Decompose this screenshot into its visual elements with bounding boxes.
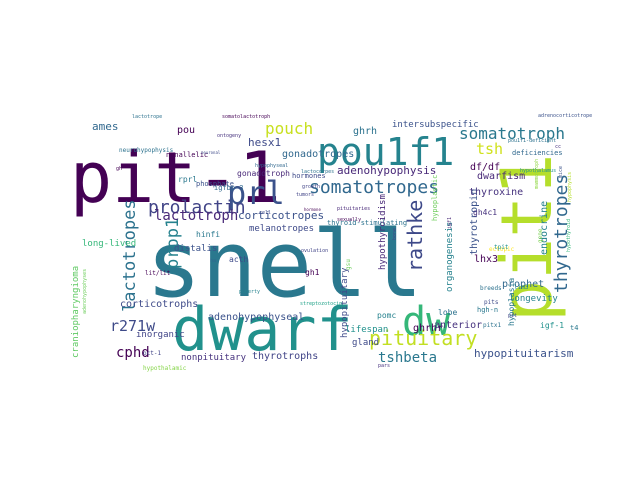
word-sexually: sexually [337, 217, 361, 223]
word-pomc: pomc [377, 311, 396, 320]
word-pituitaries: pituitaries [337, 206, 370, 212]
word-pits: pits [484, 299, 499, 306]
word-gh1: gh1 [305, 268, 320, 277]
word-somatolactotroph: somatolactotroph [222, 114, 270, 120]
word-gene: gene [537, 228, 544, 243]
word-lhx3: lhx3 [474, 254, 498, 265]
word-hypothyroidism: hypothyroidism [378, 194, 388, 270]
word-long-lived: long-lived [82, 239, 136, 249]
word-pitx1: pitx1 [483, 322, 501, 329]
word-nonpituitary: nonpituitary [181, 353, 247, 363]
word-puberty: puberty [239, 289, 260, 295]
word-gh: gh [116, 166, 122, 172]
word-lit-lit: lit/lit [145, 270, 171, 277]
word-intersubspecific: intersubspecific [392, 120, 479, 130]
word-df-df: df/df [470, 162, 500, 173]
word-ontogeny: ontogeny [217, 133, 241, 139]
word-igf1: igf1 [447, 217, 453, 229]
word-ghrh: ghrh [353, 126, 377, 137]
word-t4: t4 [570, 324, 578, 332]
word-ames: ames [92, 120, 119, 133]
word-adenohypophyseal: adenohypophyseal [208, 312, 304, 323]
word-pit: pit [508, 313, 517, 319]
word-hypopituitarism: hypopituitarism [474, 347, 574, 360]
word-adrenocorticotrope: adrenocorticotrope [538, 113, 592, 119]
word-lactotrope: lactotrope [132, 114, 162, 120]
word-breeds: breeds [480, 285, 502, 292]
word-anterior: anterior [434, 320, 482, 331]
word-oct-1: oct-1 [143, 350, 161, 357]
word-endocrine: endocrine [539, 201, 550, 255]
word-melanotropes: melanotropes [249, 224, 314, 234]
word-ha: ha [210, 258, 216, 264]
word-igfbp-3: igfbp-3 [214, 184, 244, 192]
word-craniopharyngioma: craniopharyngioma [71, 266, 81, 358]
word-thyrotropin: thyrotropin [469, 189, 480, 255]
word-tumors: tumors [296, 192, 314, 198]
word-hormone: hormone [304, 207, 321, 212]
word-neuronal: neuronal [201, 150, 221, 155]
word-longevity: longevity [509, 294, 558, 304]
word-adenohypophysis: adenohypophysis [337, 164, 436, 177]
word-pou1f1-deficient: pou1f1-deficient [508, 138, 556, 144]
word-pou: pou [177, 125, 195, 136]
word-gland: gland [352, 338, 379, 348]
word-hgh-n: hgh-n [477, 306, 498, 314]
word-lactotropes: lactotropes [120, 199, 140, 312]
word-distalis: distalis [174, 244, 217, 254]
word-gonadotropes: gonadotropes [282, 149, 354, 160]
word-deficiencies: deficiencies [512, 149, 563, 157]
word-mammotroph: mammotroph [534, 159, 540, 189]
word-mice: mice [558, 166, 564, 178]
word-lifespan: lifespan [345, 325, 388, 335]
word-hypophysis: hypophysis [567, 172, 573, 202]
word-growth: growth [302, 184, 320, 190]
word-rathke: rathke [403, 200, 427, 272]
word-pars: pars [378, 363, 390, 369]
word-lim3: lim3 [514, 284, 529, 291]
word-acth: acth [229, 255, 248, 264]
word-organogenesis: organogenesis [445, 222, 455, 292]
word-lobe: lobe [438, 308, 457, 317]
word-corticotrophs: corticotrophs [120, 299, 198, 310]
word-adenohypophyses: adenohypophyses [82, 269, 88, 314]
word-hypothalamic: hypothalamic [143, 365, 187, 372]
word-inorganic: inorganic [136, 330, 185, 340]
word-lactotroph: lactotroph [154, 208, 238, 224]
word-gonadotroph: gonadotroph [237, 169, 290, 178]
word-lactocorpes: lactocorpes [301, 169, 334, 175]
word-hypoplastic: hypoplastic [431, 175, 439, 221]
word-somatotropes: somatotropes [309, 177, 439, 198]
word-hesx1: hesx1 [248, 136, 281, 149]
word-ovulation: ovulation [301, 248, 328, 254]
word-hinfi: hinfi [196, 230, 220, 239]
word-tpit: tpit [494, 244, 509, 251]
word-bone: bone [392, 228, 398, 240]
word-cc: cc [555, 144, 561, 150]
word-hypophyseal: hypophyseal [255, 163, 288, 169]
word-gsu: gsu [345, 259, 352, 270]
word-gh4c1: gh4c1 [473, 208, 497, 217]
word-cell: cell [259, 210, 271, 216]
word-igf-1: igf-1 [540, 321, 564, 330]
word-thyrotrophs: thyrotrophs [252, 351, 318, 362]
word-rprl: rprl [178, 175, 197, 184]
word-streptozotocin: streptozotocin [300, 301, 342, 307]
word-hypothyroid: hypothyroid [566, 219, 572, 252]
word-tsh: tsh [476, 140, 503, 158]
